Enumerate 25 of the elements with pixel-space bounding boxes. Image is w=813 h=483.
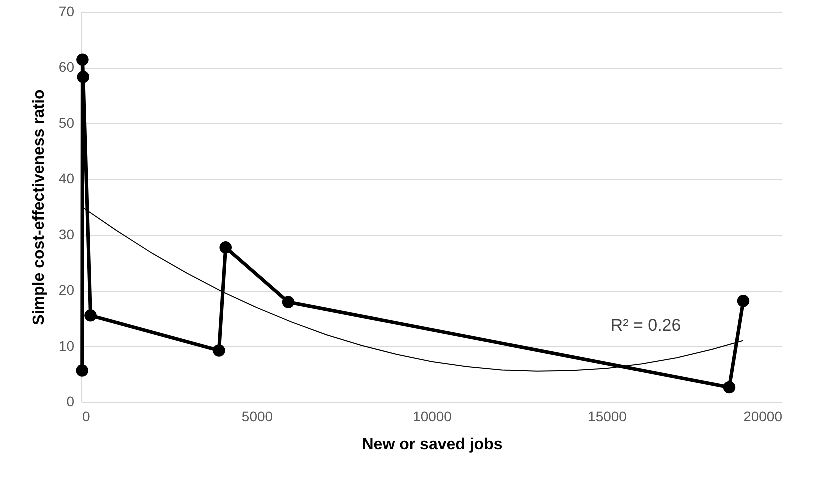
- point: [282, 296, 295, 308]
- y-tick-label: 20: [58, 282, 75, 298]
- x-tick-label: 15000: [588, 408, 628, 424]
- point: [76, 364, 88, 377]
- point: [77, 71, 90, 84]
- x-tick-label: 0: [82, 408, 90, 424]
- point: [723, 381, 736, 394]
- x-tick-label: 20000: [744, 408, 783, 424]
- y-axis-title: Simple cost-effectiveness ratio: [30, 89, 48, 326]
- y-tick-label: 0: [66, 394, 75, 410]
- point: [737, 295, 750, 308]
- y-tick-label: 40: [58, 170, 75, 187]
- point: [76, 54, 89, 66]
- point: [213, 344, 226, 357]
- y-tick-label: 60: [58, 59, 75, 76]
- x-tick-label: 5000: [242, 408, 274, 424]
- annotation: R² = 0.26: [610, 316, 682, 335]
- x-axis-title: New or saved jobs: [362, 436, 503, 454]
- x-tick-label: 10000: [413, 408, 452, 424]
- y-tick-label: 10: [58, 338, 75, 354]
- y-tick-label: 30: [58, 226, 75, 242]
- point: [84, 310, 97, 322]
- point: [220, 242, 232, 254]
- y-tick-label: 70: [58, 4, 75, 20]
- y-tick-label: 50: [58, 114, 75, 131]
